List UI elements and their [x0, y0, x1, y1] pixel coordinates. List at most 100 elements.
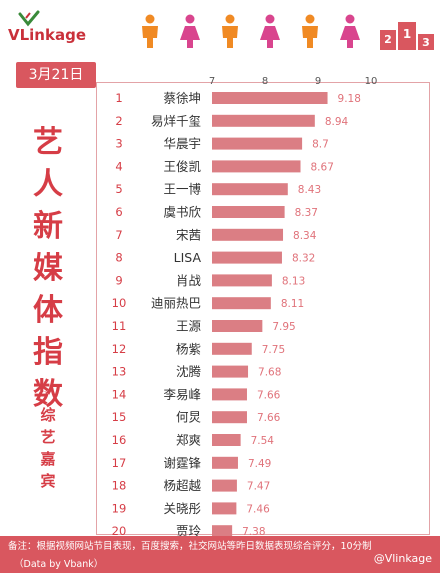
- bar: [212, 274, 272, 287]
- podium-label-3: 3: [422, 36, 430, 49]
- person-icon: [142, 14, 158, 48]
- rank-number: 2: [115, 114, 122, 128]
- artist-name: 沈腾: [176, 364, 202, 379]
- rank-number: 15: [112, 410, 127, 424]
- date-badge: 3月21日: [16, 62, 96, 88]
- value-label: 7.68: [258, 367, 281, 379]
- rank-number: 11: [112, 319, 127, 333]
- person-icon: [302, 14, 318, 48]
- value-label: 7.66: [257, 412, 281, 424]
- title-char: 人: [33, 167, 63, 202]
- value-label: 7.47: [247, 481, 270, 493]
- footnote: 备注：根据视频网站节目表现，百度搜索，社交网站等昨日数据表现综合评分，10分制: [8, 541, 372, 552]
- person-icon: [260, 14, 280, 48]
- artist-name: 王一博: [163, 182, 201, 197]
- artist-name: 谢霆锋: [163, 455, 201, 470]
- bar: [212, 479, 237, 492]
- artist-name: 杨超越: [163, 478, 201, 493]
- vlinkage-logo-icon: [18, 10, 40, 27]
- subtitle-char: 综: [40, 406, 56, 424]
- podium-label-1: 1: [403, 27, 411, 41]
- bar: [212, 92, 328, 104]
- x-tick-label: 10: [365, 76, 378, 87]
- bar: [212, 160, 301, 173]
- bar: [212, 320, 263, 332]
- value-label: 7.66: [257, 389, 281, 401]
- value-label: 7.49: [248, 458, 271, 470]
- artist-name: 王源: [176, 319, 202, 334]
- value-label: 8.43: [298, 184, 321, 196]
- value-label: 8.34: [293, 230, 317, 242]
- people-icons: [142, 14, 360, 48]
- bar: [212, 228, 284, 241]
- bar: [212, 365, 249, 378]
- footer-band: [0, 536, 440, 573]
- title-char: 指: [33, 335, 63, 370]
- rank-number: 20: [112, 524, 127, 538]
- brand-name: VLinkage: [8, 26, 86, 44]
- rank-number: 1: [115, 91, 122, 105]
- subtitle-char: 嘉: [40, 450, 56, 468]
- side-subtitle: 综 艺 嘉 宾: [32, 404, 64, 492]
- data-source: （Data by Vbank）: [14, 559, 104, 570]
- value-label: 9.18: [338, 93, 361, 105]
- artist-name: 虞书欣: [163, 205, 201, 220]
- artist-name: 关晓彤: [163, 501, 201, 516]
- artist-name: 肖战: [176, 273, 202, 288]
- podium-label-2: 2: [384, 33, 392, 46]
- value-label: 7.54: [251, 435, 275, 447]
- bar: [212, 434, 241, 446]
- rank-number: 4: [115, 159, 122, 173]
- artist-name: LISA: [174, 250, 202, 265]
- value-label: 8.94: [325, 116, 349, 128]
- rank-number: 18: [112, 479, 127, 493]
- value-label: 8.37: [295, 207, 318, 219]
- artist-name: 郑爽: [176, 433, 201, 448]
- bar: [212, 456, 238, 469]
- bar: [212, 342, 252, 355]
- title-char: 媒: [33, 251, 63, 286]
- bar: [212, 114, 315, 127]
- artist-name: 何炅: [176, 410, 202, 425]
- subtitle-char: 宾: [40, 472, 56, 490]
- artist-name: 李易峰: [163, 387, 201, 402]
- rank-number: 10: [112, 296, 127, 310]
- rank-number: 3: [115, 137, 122, 151]
- rank-number: 9: [115, 273, 122, 287]
- artist-name: 蔡徐坤: [163, 91, 201, 106]
- rank-number: 7: [115, 228, 122, 242]
- title-char: 艺: [33, 125, 63, 160]
- value-label: 7.38: [242, 526, 265, 538]
- bar: [212, 525, 233, 538]
- value-label: 7.75: [262, 344, 285, 356]
- bar: [212, 411, 247, 424]
- bar: [212, 502, 237, 515]
- rank-number: 5: [115, 182, 122, 196]
- weibo-handle: @Vlinkage: [373, 552, 432, 565]
- title-char: 数: [33, 377, 63, 412]
- rank-number: 13: [112, 365, 127, 379]
- title-char: 新: [33, 209, 63, 244]
- rank-number: 17: [112, 456, 127, 470]
- bar: [212, 183, 288, 196]
- bar: [212, 137, 303, 150]
- artist-name: 宋茜: [176, 227, 201, 242]
- rank-number: 12: [112, 342, 127, 356]
- rank-number: 19: [112, 501, 127, 515]
- artist-name: 华晨宇: [163, 136, 201, 151]
- podium-icon: 2 1 3: [380, 22, 434, 50]
- value-label: 8.13: [282, 275, 305, 287]
- artist-name: 王俊凯: [163, 159, 201, 174]
- artist-name: 易烊千玺: [151, 113, 201, 128]
- artist-name: 杨紫: [176, 341, 201, 356]
- rank-number: 8: [115, 251, 122, 265]
- value-label: 8.67: [311, 161, 334, 173]
- bar: [212, 251, 282, 264]
- title-char: 体: [33, 293, 63, 328]
- artist-name: 贾玲: [176, 524, 202, 539]
- value-label: 7.95: [272, 321, 295, 333]
- value-label: 8.11: [281, 298, 304, 310]
- artist-name: 迪丽热巴: [151, 296, 201, 311]
